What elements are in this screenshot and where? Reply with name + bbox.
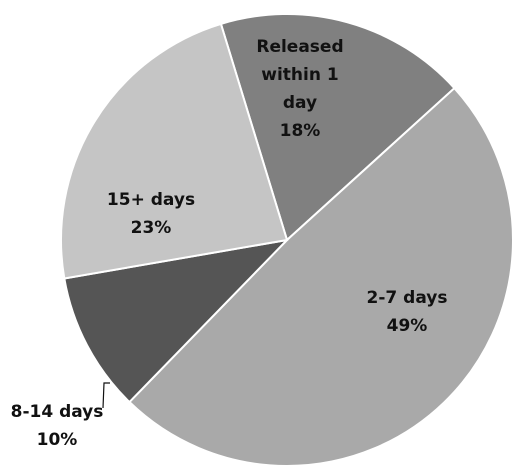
slice-label-released-within-1-day: Released within 1 day 18% — [256, 37, 343, 141]
slice-percent-label: 10% — [37, 430, 78, 450]
slice-label-8-14-days: 8-14 days 10% — [11, 402, 104, 450]
slice-category-label: day — [283, 93, 317, 113]
slice-percent-label: 49% — [387, 316, 428, 336]
pie-labels: Released within 1 day 18% 2-7 days 49% 8-14 da… — [11, 37, 448, 450]
slice-category-label: within 1 — [261, 65, 338, 85]
pie-slice-2-7-days — [128, 86, 514, 468]
pie-slice-15-plus-days — [60, 22, 289, 280]
slice-percent-label: 18% — [280, 121, 321, 141]
leader-line-8-14-days — [102, 382, 110, 409]
pie-slices — [60, 13, 514, 468]
slice-category-label: 8-14 days — [11, 402, 104, 422]
slice-category-label: Released — [256, 37, 343, 57]
slice-label-2-7-days: 2-7 days 49% — [367, 288, 448, 336]
pie-slice-released-within-1-day — [219, 13, 456, 242]
slice-category-label: 2-7 days — [367, 288, 448, 308]
slice-category-label: 15+ days — [107, 190, 195, 210]
slice-label-15-plus-days: 15+ days 23% — [107, 190, 195, 238]
slice-percent-label: 23% — [131, 218, 172, 238]
pie-slice-8-14-days — [63, 238, 290, 404]
